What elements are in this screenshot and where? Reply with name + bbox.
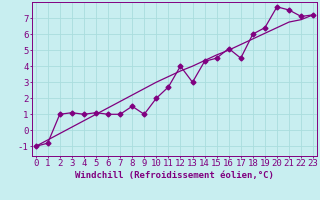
X-axis label: Windchill (Refroidissement éolien,°C): Windchill (Refroidissement éolien,°C) xyxy=(75,171,274,180)
